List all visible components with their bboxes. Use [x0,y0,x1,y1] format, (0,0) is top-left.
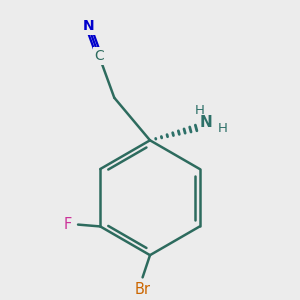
Text: N: N [82,20,94,33]
Text: F: F [64,217,72,232]
Text: H: H [195,104,205,117]
Text: N: N [199,115,212,130]
Text: H: H [217,122,227,135]
Text: Br: Br [135,282,151,297]
Text: C: C [94,49,104,63]
